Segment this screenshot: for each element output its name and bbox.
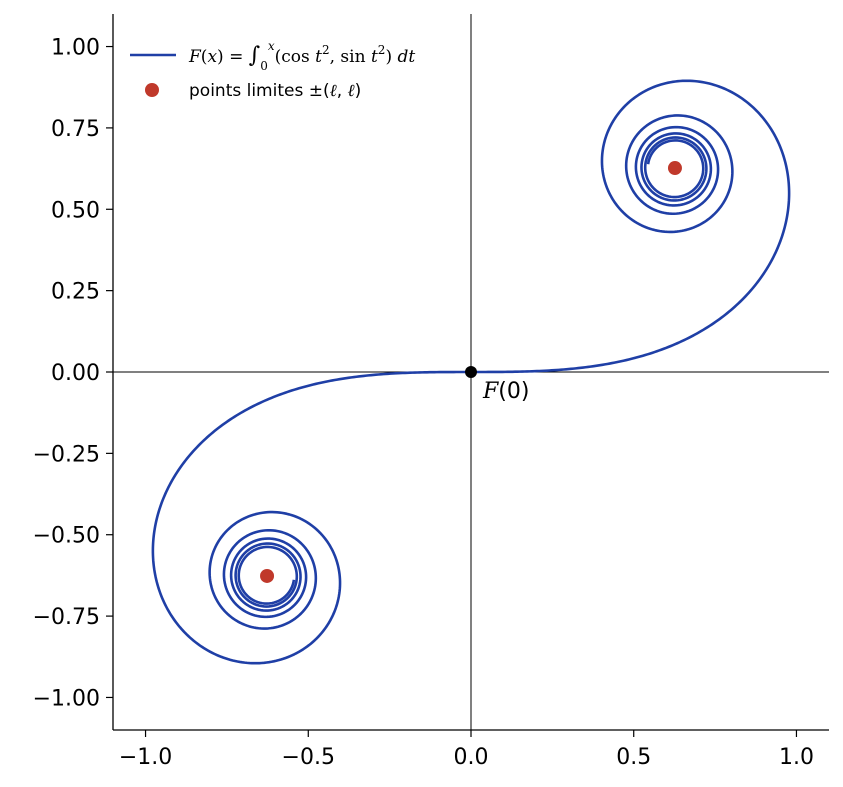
legend: F(x) = ∫0x(cos t2, sin t2) dt points lim… — [130, 39, 415, 101]
limit-point — [667, 161, 682, 176]
x-tick-label: 1.0 — [779, 745, 814, 770]
legend-label-curve: F(x) = ∫0x(cos t2, sin t2) dt — [188, 39, 415, 73]
y-ticks: 1.00 0.75 0.50 0.25 0.00 −0.25 −0.50 −0.75 −1.00 — [33, 36, 113, 711]
x-tick-label: 0.5 — [616, 745, 651, 770]
y-tick-label: −0.25 — [33, 442, 100, 467]
y-tick-label: 0.50 — [51, 198, 100, 223]
x-tick-label: −0.5 — [282, 745, 335, 770]
y-tick-label: 0.75 — [51, 117, 100, 142]
y-tick-label: −0.75 — [33, 605, 100, 630]
legend-label-points: points limites ±(ℓ, ℓ) — [189, 81, 361, 101]
origin-point — [465, 366, 477, 378]
x-tick-label: −1.0 — [119, 745, 172, 770]
y-tick-label: 1.00 — [51, 36, 100, 61]
origin-annotation: F(0) — [482, 379, 529, 404]
limit-point — [260, 568, 275, 583]
x-ticks: −1.0 −0.5 0.0 0.5 1.0 — [119, 730, 814, 770]
legend-dot-swatch — [145, 83, 159, 97]
y-tick-label: −1.00 — [33, 686, 100, 711]
y-tick-label: −0.50 — [33, 524, 100, 549]
y-tick-label: 0.25 — [51, 280, 100, 305]
x-tick-label: 0.0 — [454, 745, 489, 770]
y-tick-label: 0.00 — [51, 361, 100, 386]
series-layer: F(0) — [151, 79, 791, 665]
